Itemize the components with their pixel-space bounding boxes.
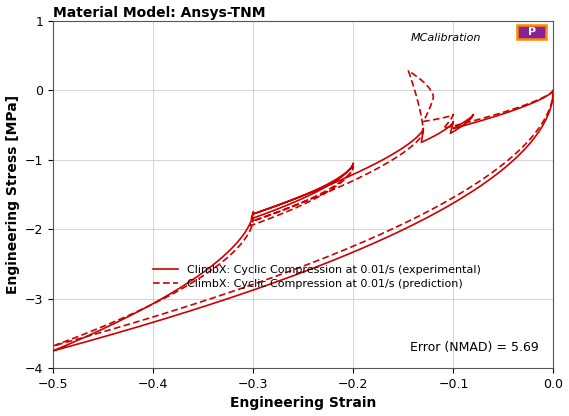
X-axis label: Engineering Strain: Engineering Strain <box>230 396 377 411</box>
FancyBboxPatch shape <box>517 25 546 39</box>
Text: MCalibration: MCalibration <box>411 33 481 43</box>
Text: P: P <box>528 27 536 37</box>
Legend: ClimbX: Cyclic Compression at 0.01/s (experimental), ClimbX: Cyclic Compression : ClimbX: Cyclic Compression at 0.01/s (ex… <box>149 260 485 293</box>
Y-axis label: Engineering Stress [MPa]: Engineering Stress [MPa] <box>6 95 19 294</box>
Text: Error (NMAD) = 5.69: Error (NMAD) = 5.69 <box>410 341 538 354</box>
Text: Material Model: Ansys-TNM: Material Model: Ansys-TNM <box>53 5 266 20</box>
